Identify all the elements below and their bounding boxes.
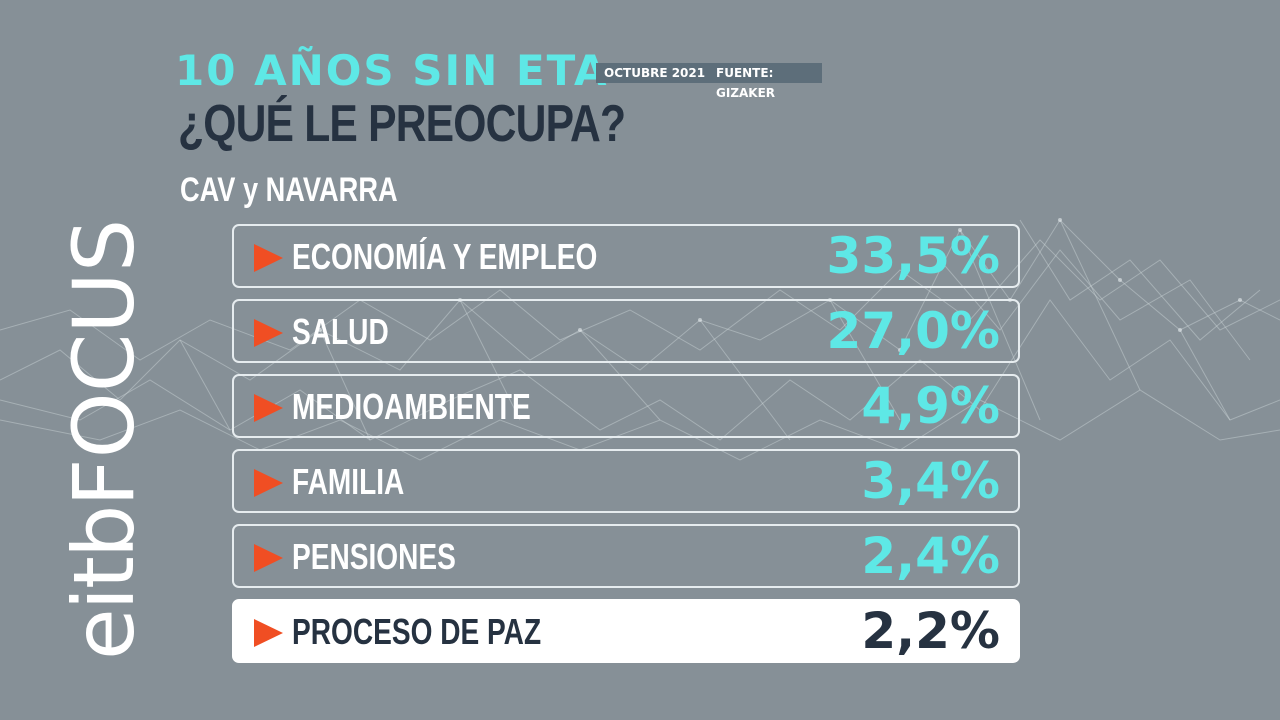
orange-arrow-icon — [254, 244, 283, 272]
result-row-familia: FAMILIA 3,4% — [232, 449, 1020, 513]
result-row-proceso-de-paz-highlighted: PROCESO DE PAZ 2,2% — [232, 599, 1020, 663]
row-label: SALUD — [292, 311, 389, 352]
row-label: ECONOMÍA Y EMPLEO — [292, 236, 598, 277]
orange-arrow-icon — [254, 469, 283, 497]
orange-arrow-icon — [254, 319, 283, 347]
meta-bar: OCTUBRE 2021 FUENTE: GIZAKER — [596, 63, 822, 100]
orange-arrow-icon — [254, 394, 283, 422]
survey-source: FUENTE: GIZAKER — [716, 66, 776, 100]
result-row-salud: SALUD 27,0% — [232, 299, 1020, 363]
region-subtitle: CAV y NAVARRA — [180, 171, 398, 209]
logo-part-focus: FOCUS — [55, 218, 153, 507]
orange-arrow-icon — [254, 544, 283, 572]
logo-part-eitb: eitb — [55, 506, 153, 660]
result-row-economia: ECONOMÍA Y EMPLEO 33,5% — [232, 224, 1020, 288]
question-title: ¿QUÉ LE PREOCUPA? — [178, 95, 626, 153]
row-label: MEDIOAMBIENTE — [292, 386, 531, 427]
row-value: 33,5% — [826, 227, 1000, 285]
row-label: FAMILIA — [292, 461, 405, 502]
row-label: PENSIONES — [292, 536, 456, 577]
orange-arrow-icon — [254, 619, 283, 647]
row-value: 2,4% — [861, 527, 1000, 585]
row-value: 27,0% — [826, 302, 1000, 360]
result-row-medioambiente: MEDIOAMBIENTE 4,9% — [232, 374, 1020, 438]
row-value: 3,4% — [861, 452, 1000, 510]
row-label: PROCESO DE PAZ — [292, 611, 542, 652]
headline: 10 AÑOS SIN ETA — [175, 46, 609, 95]
result-row-pensiones: PENSIONES 2,4% — [232, 524, 1020, 588]
row-value: 2,2% — [861, 602, 1000, 660]
survey-date: OCTUBRE 2021 — [604, 66, 706, 80]
row-value: 4,9% — [861, 377, 1000, 435]
